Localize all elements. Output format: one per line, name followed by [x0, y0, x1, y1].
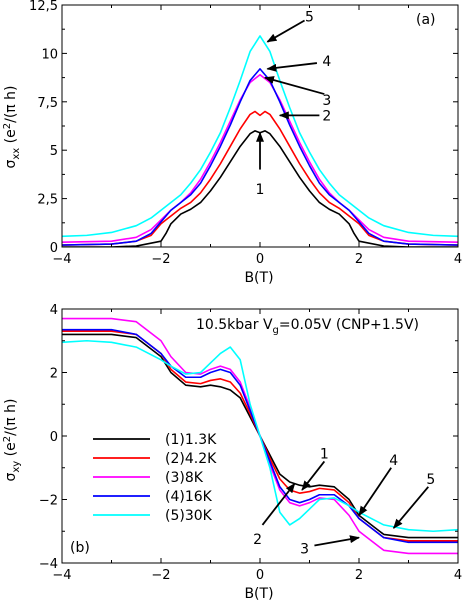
panel-b-condition: 10.5kbar Vg=0.05V (CNP+1.5V)	[196, 317, 419, 336]
panel-a-frame	[61, 4, 459, 248]
panel-a-ylabel-unit: (e	[3, 129, 19, 148]
legend-label-3: (3)8K	[165, 470, 204, 486]
legend-label-4: (4)16K	[165, 489, 213, 505]
x-tick-label: 0	[256, 252, 264, 267]
annotation-label-4: 4	[322, 54, 331, 70]
legend-label-2: (2)4.2K	[165, 451, 217, 467]
x-tick-label: −2	[151, 568, 170, 583]
x-tick-label: 0	[256, 568, 264, 583]
panel-b-curves	[62, 317, 458, 555]
condition-sub: g	[273, 325, 279, 336]
panel-b-frame	[61, 308, 459, 564]
legend-label-5: (5)30K	[165, 508, 213, 524]
annotation-label-1: 1	[320, 446, 329, 462]
annotation-arrow-3	[314, 535, 360, 547]
annotation-label-2: 2	[322, 108, 331, 124]
annotation-label-5: 5	[426, 472, 435, 488]
annotation-label-3: 3	[300, 542, 309, 558]
y-tick-label: 2	[50, 367, 58, 382]
x-tick-label: 4	[454, 252, 462, 267]
annotation-label-1: 1	[256, 182, 265, 198]
panel-a-y-ticks: 0 2,5 5 7,5 10 12,5	[29, 0, 458, 256]
y-tick-label: 5	[50, 144, 58, 159]
y-tick-label: 10	[41, 47, 58, 62]
y-tick-label: 2,5	[37, 193, 58, 208]
x-tick-label: −4	[52, 252, 71, 267]
panel-b-ylabel-main: σ	[3, 473, 19, 482]
annotation-arrow-5	[266, 19, 305, 43]
annotation-arrow-1	[301, 460, 326, 491]
series-5-line	[62, 339, 458, 533]
panel-b-x-ticks: −4 −2 0 2 4	[52, 309, 462, 583]
condition-text: 10.5kbar V	[196, 317, 273, 333]
panel-b: −4 −2 0 2 4 −4 −2 0 2 4 1 2 3 4 5 (1)1.3K (2)4.2K (3)8…	[2, 303, 462, 602]
panel-b-xlabel: B(T)	[244, 586, 273, 602]
annotation-arrow-2	[261, 482, 296, 526]
series-5-line	[62, 35, 458, 238]
y-tick-label: 0	[50, 430, 58, 445]
panel-a-xlabel: B(T)	[244, 270, 273, 286]
panel-b-ylabel-sup: 2	[2, 436, 13, 442]
y-tick-label: 0	[50, 241, 58, 256]
annotation-label-3: 3	[322, 93, 331, 109]
panel-a-ylabel-sub: xx	[11, 148, 22, 160]
annotation-arrow-5	[392, 486, 429, 529]
annotation-label-2: 2	[253, 532, 262, 548]
panel-b-ylabel-tail: /(π h)	[3, 398, 19, 435]
legend: (1)1.3K (2)4.2K (3)8K (4)16K (5)30K	[93, 432, 217, 524]
annotation-arrow-4	[266, 62, 318, 72]
series-4-line	[62, 68, 458, 246]
panel-b-ylabel: σxy (e2/(π h)	[2, 398, 22, 481]
panel-b-label: (b)	[70, 540, 90, 556]
annotation-label-5: 5	[305, 10, 314, 26]
x-tick-label: −4	[52, 568, 71, 583]
annotation-arrow-4	[358, 467, 392, 517]
panel-a-ylabel-main: σ	[3, 160, 19, 169]
x-tick-label: 2	[355, 252, 363, 267]
legend-label-1: (1)1.3K	[165, 432, 217, 448]
panel-b-annotations: 1 2 3 4 5	[253, 446, 435, 557]
annotation-label-4: 4	[389, 453, 398, 469]
panel-a-ylabel: σxx (e2/(π h)	[2, 85, 22, 168]
panel-b-ylabel-unit: (e	[3, 442, 19, 461]
panel-a-ylabel-sup: 2	[2, 123, 13, 129]
panel-a-curves	[62, 35, 458, 247]
panel-a-x-ticks: −4 −2 0 2 4	[52, 5, 462, 267]
x-tick-label: −2	[151, 252, 170, 267]
panel-b-ylabel-sub: xy	[11, 461, 22, 473]
y-tick-label: 4	[50, 303, 58, 318]
y-tick-label: −2	[39, 494, 58, 509]
x-tick-label: 2	[355, 568, 363, 583]
panel-a-label: (a)	[416, 12, 436, 28]
y-tick-label: −4	[39, 557, 58, 572]
panel-b-y-ticks: −4 −2 0 2 4	[39, 303, 458, 572]
panel-a-ylabel-tail: /(π h)	[3, 85, 19, 122]
y-tick-label: 12,5	[29, 0, 58, 14]
x-tick-label: 4	[454, 568, 462, 583]
y-tick-label: 7,5	[37, 96, 58, 111]
condition-tail: =0.05V (CNP+1.5V)	[279, 317, 419, 333]
annotation-arrow-3	[263, 76, 325, 95]
series-2-line	[62, 110, 458, 246]
